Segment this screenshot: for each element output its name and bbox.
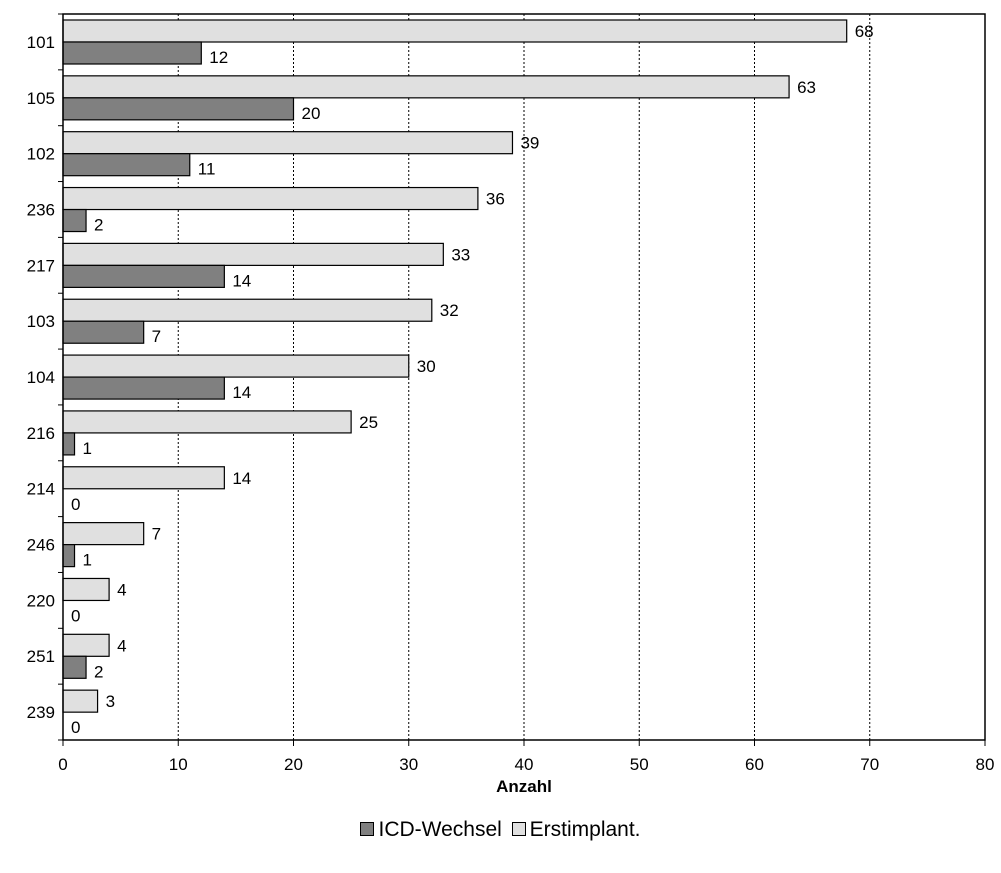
bar-icd-wechsel — [62, 432, 76, 456]
bar-erstimplant — [62, 131, 514, 155]
data-label-icd-wechsel: 7 — [152, 327, 161, 346]
data-label-erstimplant: 7 — [152, 525, 161, 544]
data-label-erstimplant: 39 — [520, 134, 539, 153]
bar-icd-wechsel — [62, 544, 76, 568]
y-tick-label: 236 — [27, 200, 55, 219]
data-label-icd-wechsel: 11 — [198, 160, 216, 179]
legend-swatch-erstimplant — [511, 822, 526, 836]
data-label-icd-wechsel: 0 — [71, 606, 80, 625]
data-label-erstimplant: 25 — [359, 413, 378, 432]
data-label-erstimplant: 63 — [797, 78, 816, 97]
data-label-erstimplant: 33 — [451, 245, 470, 264]
bar-erstimplant — [62, 242, 444, 266]
legend-item-erstimplant: Erstimplant. — [511, 818, 641, 842]
data-label-icd-wechsel: 14 — [232, 383, 251, 402]
x-tick-label: 50 — [630, 755, 649, 774]
x-tick-label: 20 — [284, 755, 303, 774]
data-label-icd-wechsel: 14 — [232, 271, 251, 290]
bar-icd-wechsel — [62, 655, 87, 679]
bar-icd-wechsel — [62, 208, 87, 233]
data-label-icd-wechsel: 20 — [302, 104, 321, 123]
bar-erstimplant — [62, 633, 110, 657]
y-tick-label: 103 — [27, 312, 55, 331]
data-label-erstimplant: 36 — [486, 190, 505, 209]
legend-item-icd-wechsel: ICD-Wechsel — [360, 818, 502, 842]
legend: ICD-Wechsel Erstimplant. — [0, 818, 1001, 842]
data-label-erstimplant: 30 — [417, 357, 436, 376]
x-tick-label: 80 — [976, 755, 995, 774]
y-tick-label: 220 — [27, 591, 55, 610]
bar-erstimplant — [62, 410, 352, 434]
bar-erstimplant — [62, 298, 433, 322]
data-label-erstimplant: 68 — [855, 22, 874, 41]
y-tick-label: 105 — [27, 89, 55, 108]
data-label-icd-wechsel: 12 — [209, 48, 228, 67]
bar-icd-wechsel — [62, 376, 225, 400]
y-tick-label: 217 — [27, 256, 55, 275]
data-label-icd-wechsel: 1 — [83, 551, 92, 570]
x-tick-label: 10 — [169, 755, 188, 774]
y-tick-label: 251 — [27, 647, 55, 666]
data-label-erstimplant: 3 — [106, 692, 115, 711]
bars — [62, 19, 848, 713]
data-label-icd-wechsel: 2 — [94, 216, 103, 235]
y-tick-label: 214 — [27, 480, 55, 499]
data-label-erstimplant: 14 — [232, 469, 251, 488]
bar-erstimplant — [62, 689, 99, 713]
y-tick-label: 239 — [27, 703, 55, 722]
x-tick-label: 70 — [860, 755, 879, 774]
data-label-icd-wechsel: 2 — [94, 662, 103, 681]
y-tick-label: 101 — [27, 33, 55, 52]
bar-erstimplant — [62, 186, 479, 211]
bar-icd-wechsel — [62, 97, 295, 121]
y-tick-label: 216 — [27, 424, 55, 443]
legend-label-icd-wechsel: ICD-Wechsel — [378, 818, 502, 841]
data-label-icd-wechsel: 0 — [71, 718, 80, 737]
data-label-erstimplant: 32 — [440, 301, 459, 320]
x-tick-label: 60 — [745, 755, 764, 774]
x-axis: 0 10 20 30 40 50 60 70 80 — [58, 740, 994, 774]
bar-icd-wechsel — [62, 320, 145, 344]
y-tick-label: 104 — [27, 368, 55, 387]
x-tick-label: 40 — [515, 755, 534, 774]
legend-label-erstimplant: Erstimplant. — [529, 818, 641, 841]
x-axis-label: Anzahl — [496, 777, 552, 796]
data-label-icd-wechsel: 0 — [71, 495, 80, 514]
x-tick-label: 0 — [58, 755, 67, 774]
data-label-icd-wechsel: 1 — [83, 439, 92, 458]
bar-erstimplant — [62, 354, 410, 378]
bar-icd-wechsel — [62, 264, 225, 288]
data-label-erstimplant: 4 — [117, 636, 126, 655]
bar-erstimplant — [62, 522, 145, 546]
bar-icd-wechsel — [62, 41, 202, 65]
bar-erstimplant — [62, 466, 225, 490]
legend-swatch-icd-wechsel — [360, 822, 375, 836]
y-axis: 101 105 102 236 217 103 104 216 214 246 220 251 239 — [27, 13, 63, 741]
bar-erstimplant — [62, 75, 790, 99]
y-tick-label: 246 — [27, 536, 55, 555]
bar-erstimplant — [62, 577, 110, 602]
bar-erstimplant — [62, 19, 848, 43]
data-label-erstimplant: 4 — [117, 580, 126, 599]
y-tick-label: 102 — [27, 145, 55, 164]
x-tick-label: 30 — [399, 755, 418, 774]
bar-icd-wechsel — [62, 153, 191, 177]
